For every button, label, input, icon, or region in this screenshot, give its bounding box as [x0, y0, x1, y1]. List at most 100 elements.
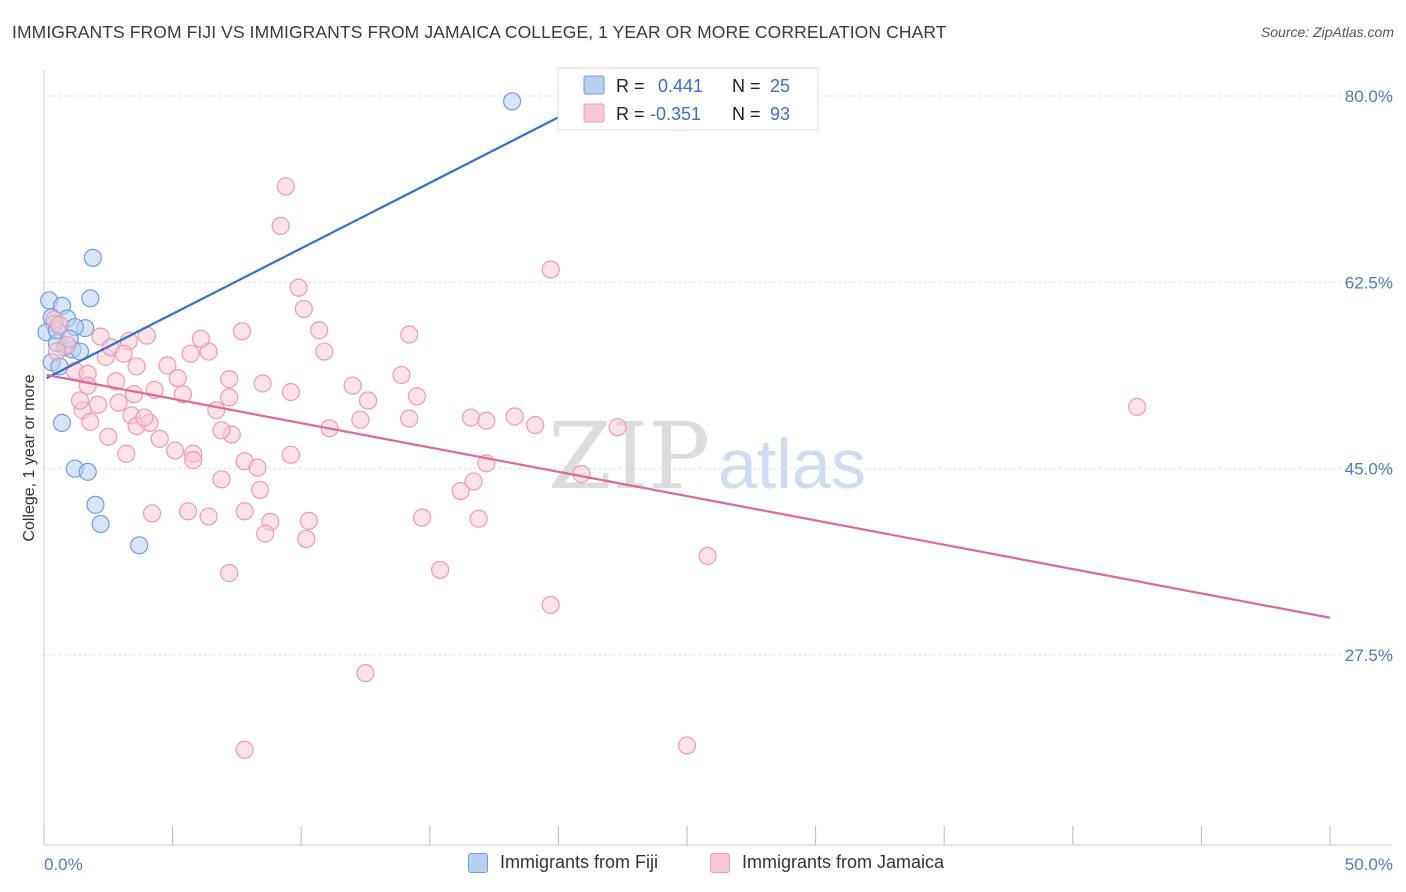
fiji-point	[86, 495, 105, 514]
jamaica-point	[158, 356, 177, 375]
legend-label-jamaica: Immigrants from Jamaica	[742, 852, 945, 872]
jamaica-point	[289, 278, 308, 297]
axis-layer: 27.5% 45.0% 62.5% 80.0% 0.0% 50.0%	[43, 70, 1393, 874]
jamaica-point	[358, 391, 378, 410]
watermark: ZIP atlas	[548, 403, 866, 510]
fiji-point	[503, 92, 522, 111]
jamaica-point	[150, 429, 169, 448]
jamaica-point	[212, 421, 231, 440]
jamaica-point	[526, 415, 545, 435]
legend-r-value-jamaica: -0.351	[650, 104, 701, 124]
grid-layer	[44, 95, 1392, 656]
legend-swatch-jamaica	[583, 103, 605, 123]
legend-r-label-fiji: R =	[616, 76, 645, 96]
legend-r-label-jamaica: R =	[616, 104, 645, 124]
jamaica-point	[114, 344, 133, 363]
x-tick-label: 50.0%	[1345, 855, 1393, 874]
jamaica-point	[451, 481, 470, 501]
jamaica-point	[461, 408, 481, 427]
fiji-trend-line	[46, 116, 559, 380]
jamaica-point	[78, 376, 97, 395]
jamaica-point	[400, 325, 419, 344]
jamaica-point	[220, 370, 239, 389]
jamaica-point	[81, 412, 100, 431]
legend-r-value-fiji: 0.441	[658, 76, 703, 96]
chart-title: IMMIGRANTS FROM FIJI VS IMMIGRANTS FROM …	[12, 22, 947, 42]
jamaica-point	[250, 480, 270, 500]
jamaica-point	[343, 376, 362, 395]
fiji-point	[91, 514, 110, 534]
jamaica-point	[698, 546, 717, 566]
jamaica-point	[173, 385, 192, 404]
jamaica-point	[220, 563, 239, 583]
points-layer	[37, 92, 1147, 759]
x-tick-label: 0.0%	[44, 855, 83, 874]
jamaica-point	[127, 357, 146, 376]
jamaica-point	[541, 260, 560, 279]
jamaica-point	[351, 410, 370, 429]
jamaica-point	[407, 387, 427, 406]
jamaica-point	[392, 365, 411, 385]
jamaica-point	[430, 560, 450, 579]
fiji-point	[52, 413, 72, 432]
legend: R = 0.441 N = 25 R = -0.351 N = 93	[557, 67, 819, 131]
jamaica-point	[464, 472, 483, 491]
fiji-point	[81, 289, 100, 308]
jamaica-point	[135, 408, 154, 427]
jamaica-point	[117, 444, 136, 463]
jamaica-point	[1127, 397, 1147, 417]
jamaica-point	[248, 458, 267, 477]
jamaica-point	[232, 322, 252, 341]
series-legend: Immigrants from Fiji Immigrants from Jam…	[0, 850, 1406, 880]
jamaica-point	[212, 470, 231, 489]
fiji-point	[83, 248, 102, 267]
jamaica-point	[235, 502, 254, 521]
jamaica-point	[299, 511, 319, 530]
jamaica-point	[50, 315, 69, 335]
fiji-point	[78, 462, 97, 481]
legend-item-fiji[interactable]: Immigrants from Fiji	[468, 852, 658, 873]
jamaica-point	[88, 395, 108, 414]
jamaica-point	[124, 385, 144, 404]
jamaica-point	[505, 407, 524, 426]
legend-n-label-fiji: N =	[732, 76, 761, 96]
legend-swatch-fiji-bottom	[468, 852, 488, 873]
jamaica-point	[400, 409, 419, 428]
jamaica-point	[70, 391, 90, 410]
jamaica-point	[220, 388, 239, 407]
jamaica-point	[184, 451, 203, 470]
trend-layer	[46, 116, 1331, 619]
jamaica-point	[199, 507, 218, 526]
jamaica-point	[294, 299, 313, 319]
legend-n-label-jamaica: N =	[732, 104, 761, 124]
y-tick-label: 62.5%	[1345, 273, 1393, 292]
jamaica-point	[106, 372, 126, 391]
jamaica-point	[412, 508, 432, 527]
jamaica-point	[109, 393, 128, 412]
jamaica-point	[677, 736, 697, 755]
jamaica-point	[310, 321, 329, 340]
legend-n-value-jamaica: 93	[770, 104, 790, 124]
jamaica-point	[253, 374, 272, 393]
jamaica-point	[235, 740, 254, 759]
jamaica-point	[166, 441, 185, 460]
legend-swatch-jamaica-bottom	[710, 852, 730, 873]
jamaica-point	[276, 177, 295, 196]
y-tick-label: 80.0%	[1345, 87, 1393, 106]
jamaica-point	[256, 524, 275, 543]
jamaica-point	[99, 427, 118, 446]
jamaica-point	[191, 329, 210, 348]
y-tick-label: 27.5%	[1345, 646, 1393, 665]
jamaica-point	[178, 502, 198, 521]
jamaica-point	[281, 445, 301, 464]
jamaica-point	[47, 342, 66, 361]
jamaica-point	[207, 401, 226, 420]
jamaica-point	[356, 664, 375, 683]
fiji-point	[130, 536, 149, 555]
source-label: Source: ZipAtlas.com	[1260, 24, 1394, 40]
jamaica-point	[315, 342, 334, 361]
jamaica-point	[608, 418, 627, 437]
jamaica-point	[541, 595, 560, 615]
legend-item-jamaica[interactable]: Immigrants from Jamaica	[710, 852, 944, 873]
